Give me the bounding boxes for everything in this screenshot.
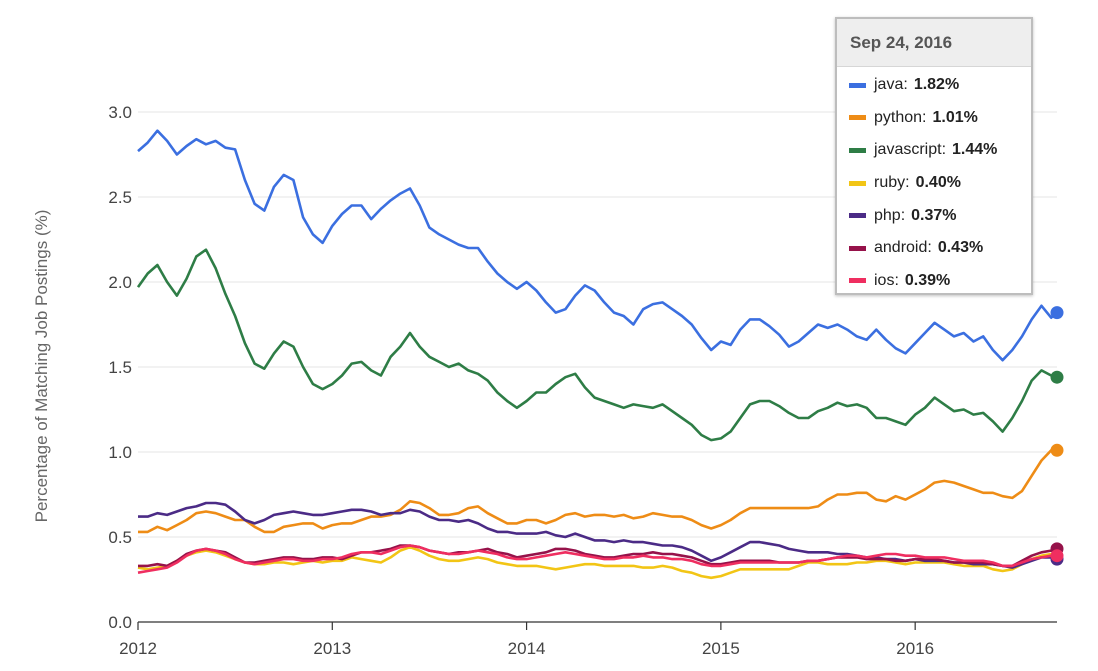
y-tick-label-1.0: 1.0: [108, 443, 132, 462]
tooltip-row-php: php: 0.37%: [837, 199, 1031, 232]
x-tick-label-2015: 2015: [702, 639, 740, 658]
x-tick-label-2014: 2014: [508, 639, 546, 658]
legend-swatch-javascript: [849, 147, 866, 153]
series-value-python: 1.01%: [932, 108, 978, 126]
series-name-javascript: javascript: [874, 141, 942, 159]
tooltip-date: Sep 24, 2016: [837, 19, 1031, 67]
series-value-javascript: 1.44%: [952, 141, 998, 159]
tooltip-row-java: java: 1.82%: [837, 69, 1031, 102]
y-axis-label: Percentage of Matching Job Postings (%): [32, 210, 51, 523]
hover-tooltip: Sep 24, 2016 java: 1.82% python: 1.01% j…: [835, 17, 1033, 295]
series-name-ruby: ruby: [874, 174, 906, 192]
legend-swatch-php: [849, 213, 866, 219]
tooltip-row-javascript: javascript: 1.44%: [837, 134, 1031, 167]
series-line-python: [138, 449, 1057, 534]
legend-swatch-ruby: [849, 180, 866, 186]
series-value-android: 0.43%: [937, 239, 984, 257]
end-point-javascript[interactable]: [1050, 370, 1064, 384]
legend-swatch-python: [849, 115, 866, 121]
series-name-ios: ios: [874, 271, 895, 289]
legend-swatch-android: [849, 245, 866, 251]
y-tick-label-1.5: 1.5: [108, 358, 132, 377]
series-line-java: [137, 129, 1058, 362]
legend-swatch-java: [849, 82, 866, 88]
series-name-android: android: [874, 239, 928, 257]
series-name-python: python: [874, 108, 923, 126]
series-value-java: 1.82%: [913, 76, 960, 94]
series-lines: [136, 129, 1058, 580]
series-name-php: php: [874, 206, 901, 224]
tooltip-row-python: python: 1.01%: [837, 102, 1031, 135]
series-name-java: java: [874, 76, 904, 94]
legend-swatch-ios: [849, 278, 866, 284]
y-tick-label-2.5: 2.5: [108, 188, 132, 207]
series-value-php: 0.37%: [911, 206, 957, 224]
y-tick-label-0.0: 0.0: [108, 613, 132, 632]
series-line-javascript: [136, 248, 1058, 442]
axes: 0.0 0.5 1.0 1.5 2.0 2.5 3.0 2012 2013 2014 2015 201…: [108, 103, 1057, 658]
series-value-ios: 0.39%: [904, 271, 951, 289]
x-tick-label-2016: 2016: [896, 639, 934, 658]
end-point-ios[interactable]: [1050, 549, 1064, 563]
end-markers: [1050, 306, 1064, 566]
series-value-ruby: 0.40%: [915, 174, 961, 192]
series-line-ios: [137, 544, 1057, 574]
gridlines: [138, 111, 1057, 538]
tooltip-list: java: 1.82% python: 1.01% javascript: 1.…: [837, 67, 1031, 297]
y-tick-label-3.0: 3.0: [108, 103, 132, 122]
series-line-android: [138, 544, 1058, 568]
y-tick-label-0.5: 0.5: [108, 528, 132, 547]
tooltip-row-ios: ios: 0.39%: [837, 265, 1031, 298]
x-tick-label-2012: 2012: [119, 639, 157, 658]
tooltip-row-android: android: 0.43%: [837, 232, 1031, 265]
tooltip-row-ruby: ruby: 0.40%: [837, 167, 1031, 200]
end-point-java[interactable]: [1050, 306, 1064, 320]
y-tick-label-2.0: 2.0: [108, 273, 132, 292]
end-point-python[interactable]: [1050, 443, 1064, 457]
series-line-ruby: [137, 545, 1057, 580]
x-tick-label-2013: 2013: [313, 639, 351, 658]
